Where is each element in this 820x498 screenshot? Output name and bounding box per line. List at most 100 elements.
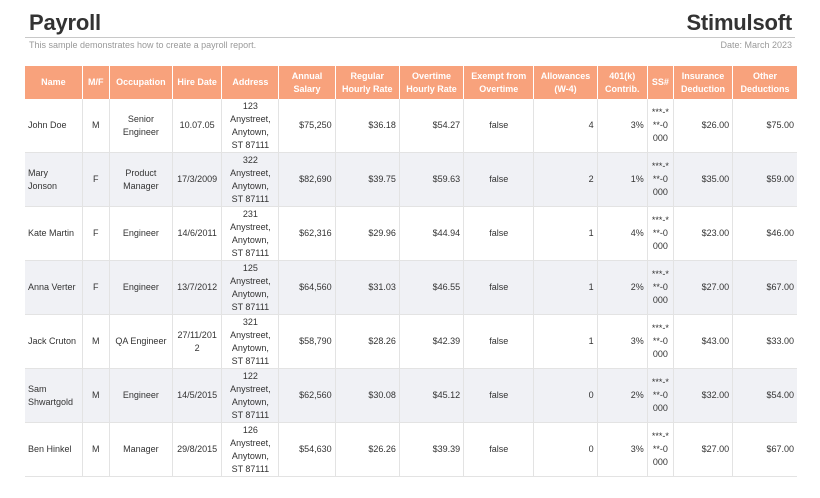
report-date: Date: March 2023: [720, 40, 792, 50]
cell-name: Kate Martin: [25, 206, 83, 261]
cell-occupation: Product Manager: [109, 152, 174, 207]
cell-hire-date: 13/7/2012: [172, 260, 223, 315]
cell-regular-hourly-rate: $26.26: [335, 422, 400, 477]
cell-annual-salary: $62,560: [278, 368, 336, 423]
table-row: Anna Verter F Engineer 13/7/2012 125 Anystre…: [25, 260, 797, 315]
cell-overtime-hourly-rate: $54.27: [399, 99, 465, 153]
cell-exempt-from-overtime: false: [463, 314, 535, 369]
cell-ssn: ***-***-0000: [647, 260, 674, 315]
cell-hire-date: 17/3/2009: [172, 152, 223, 207]
cell-other-deductions: $46.00: [732, 206, 797, 261]
cell-occupation: Engineer: [109, 368, 174, 423]
cell-name: Ben Hinkel: [25, 422, 83, 477]
cell-overtime-hourly-rate: $44.94: [399, 206, 465, 261]
table-row: Sam Shwartgold M Engineer 14/5/2015 122 Anys…: [25, 368, 797, 423]
cell-annual-salary: $54,630: [278, 422, 336, 477]
cell-allowances: 2: [533, 152, 598, 207]
table-body: John Doe M Senior Engineer 10.07.05 123 Anys…: [25, 99, 797, 477]
cell-insurance-deduction: $27.00: [673, 422, 734, 477]
cell-gender: F: [82, 152, 110, 207]
cell-annual-salary: $82,690: [278, 152, 336, 207]
cell-exempt-from-overtime: false: [463, 99, 535, 153]
table-row: Kate Martin F Engineer 14/6/2011 231 Anystre…: [25, 206, 797, 261]
brand-logo-text: Stimulsoft: [686, 10, 792, 35]
cell-hire-date: 10.07.05: [172, 99, 223, 153]
column-header-exempt-from-overtime: Exempt from Overtime: [463, 66, 535, 99]
column-header-hire-date: Hire Date: [172, 66, 223, 99]
cell-overtime-hourly-rate: $45.12: [399, 368, 465, 423]
cell-exempt-from-overtime: false: [463, 422, 535, 477]
cell-allowances: 1: [533, 260, 598, 315]
table-row: John Doe M Senior Engineer 10.07.05 123 Anys…: [25, 99, 797, 153]
cell-insurance-deduction: $27.00: [673, 260, 734, 315]
table-row: Jack Cruton M QA Engineer 27/11/2012 321 Any…: [25, 314, 797, 369]
column-header-other-deductions: Other Deductions: [732, 66, 797, 99]
cell-regular-hourly-rate: $31.03: [335, 260, 400, 315]
cell-gender: M: [82, 422, 110, 477]
report-subtitle: This sample demonstrates how to create a…: [29, 40, 257, 50]
cell-hire-date: 27/11/2012: [172, 314, 223, 369]
cell-ssn: ***-***-0000: [647, 314, 674, 369]
cell-exempt-from-overtime: false: [463, 260, 535, 315]
cell-ssn: ***-***-0000: [647, 206, 674, 261]
table-header-row: Name M/F Occupation Hire Date Address Annual …: [25, 66, 797, 99]
cell-name: Mary Jonson: [25, 152, 83, 207]
cell-401k-contrib: 3%: [597, 422, 648, 477]
cell-regular-hourly-rate: $36.18: [335, 99, 400, 153]
cell-other-deductions: $33.00: [732, 314, 797, 369]
cell-name: John Doe: [25, 99, 83, 153]
cell-ssn: ***-***-0000: [647, 422, 674, 477]
cell-insurance-deduction: $32.00: [673, 368, 734, 423]
cell-gender: M: [82, 368, 110, 423]
cell-occupation: Senior Engineer: [109, 99, 174, 153]
table-row: Mary Jonson F Product Manager 17/3/2009 322 …: [25, 152, 797, 207]
cell-insurance-deduction: $43.00: [673, 314, 734, 369]
cell-address: 122 Anystreet, Anytown, ST 87111: [221, 368, 280, 423]
column-header-occupation: Occupation: [109, 66, 174, 99]
cell-401k-contrib: 2%: [597, 260, 648, 315]
cell-other-deductions: $67.00: [732, 422, 797, 477]
cell-annual-salary: $64,560: [278, 260, 336, 315]
cell-gender: M: [82, 314, 110, 369]
cell-gender: M: [82, 99, 110, 153]
cell-overtime-hourly-rate: $42.39: [399, 314, 465, 369]
cell-other-deductions: $59.00: [732, 152, 797, 207]
cell-ssn: ***-***-0000: [647, 368, 674, 423]
column-header-address: Address: [221, 66, 280, 99]
cell-regular-hourly-rate: $28.26: [335, 314, 400, 369]
cell-overtime-hourly-rate: $59.63: [399, 152, 465, 207]
column-header-overtime-hourly-rate: Overtime Hourly Rate: [399, 66, 465, 99]
cell-other-deductions: $54.00: [732, 368, 797, 423]
cell-name: Anna Verter: [25, 260, 83, 315]
cell-401k-contrib: 1%: [597, 152, 648, 207]
cell-annual-salary: $58,790: [278, 314, 336, 369]
cell-hire-date: 14/5/2015: [172, 368, 223, 423]
cell-allowances: 4: [533, 99, 598, 153]
cell-exempt-from-overtime: false: [463, 206, 535, 261]
payroll-table: Name M/F Occupation Hire Date Address Annual …: [25, 66, 797, 477]
column-header-allowances: Allowances (W-4): [533, 66, 598, 99]
cell-address: 321 Anystreet, Anytown, ST 87111: [221, 314, 280, 369]
column-header-regular-hourly-rate: Regular Hourly Rate: [335, 66, 400, 99]
cell-allowances: 0: [533, 368, 598, 423]
cell-regular-hourly-rate: $30.08: [335, 368, 400, 423]
cell-address: 322 Anystreet, Anytown, ST 87111: [221, 152, 280, 207]
cell-401k-contrib: 4%: [597, 206, 648, 261]
cell-gender: F: [82, 260, 110, 315]
cell-address: 123 Anystreet, Anytown, ST 87111: [221, 99, 280, 153]
cell-address: 231 Anystreet, Anytown, ST 87111: [221, 206, 280, 261]
cell-ssn: ***-***-0000: [647, 152, 674, 207]
cell-exempt-from-overtime: false: [463, 368, 535, 423]
column-header-insurance-deduction: Insurance Deduction: [673, 66, 734, 99]
cell-name: Sam Shwartgold: [25, 368, 83, 423]
cell-401k-contrib: 3%: [597, 314, 648, 369]
cell-overtime-hourly-rate: $46.55: [399, 260, 465, 315]
cell-occupation: QA Engineer: [109, 314, 174, 369]
cell-annual-salary: $75,250: [278, 99, 336, 153]
column-header-401k-contrib: 401(k) Contrib.: [597, 66, 648, 99]
cell-occupation: Engineer: [109, 206, 174, 261]
table-row: Ben Hinkel M Manager 29/8/2015 126 Anystreet…: [25, 422, 797, 477]
cell-name: Jack Cruton: [25, 314, 83, 369]
cell-401k-contrib: 3%: [597, 99, 648, 153]
cell-other-deductions: $75.00: [732, 99, 797, 153]
